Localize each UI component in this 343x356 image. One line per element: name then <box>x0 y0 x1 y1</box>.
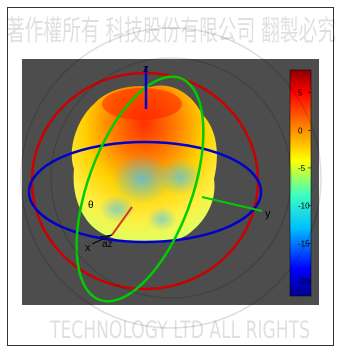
y-axis-label: y <box>265 208 271 220</box>
colorbar-tick-label: -20 <box>298 277 310 286</box>
colorbar-tick-label: -15 <box>298 239 310 248</box>
xy-plane-circle <box>27 140 263 244</box>
colorbar <box>289 69 312 297</box>
theta-indicator <box>111 206 133 236</box>
colorbar-tick-label: 0 <box>298 126 303 135</box>
z-axis-label: z <box>143 63 149 75</box>
radiation-pattern-plot: z y θ az x 5 0 -5 -10 -15 -20 <box>22 59 319 305</box>
surface-low-region <box>147 207 177 231</box>
x-axis-label: x <box>85 242 91 254</box>
colorbar-ticks: 5 0 -5 -10 -15 -20 <box>298 89 311 286</box>
surface-low-region <box>158 159 202 195</box>
az-indicator <box>99 234 113 238</box>
surface-high-region <box>102 88 182 120</box>
theta-label: θ <box>88 200 94 211</box>
surface-low-region <box>112 154 172 204</box>
colorbar-tick-label: -5 <box>298 164 306 173</box>
x-axis <box>91 234 113 245</box>
colorbar-tick-label: -10 <box>298 202 310 211</box>
az-label: az <box>102 239 113 250</box>
yz-plane-circle <box>75 75 205 303</box>
colorbar-tick-label: 5 <box>298 89 303 98</box>
y-axis <box>201 196 263 212</box>
